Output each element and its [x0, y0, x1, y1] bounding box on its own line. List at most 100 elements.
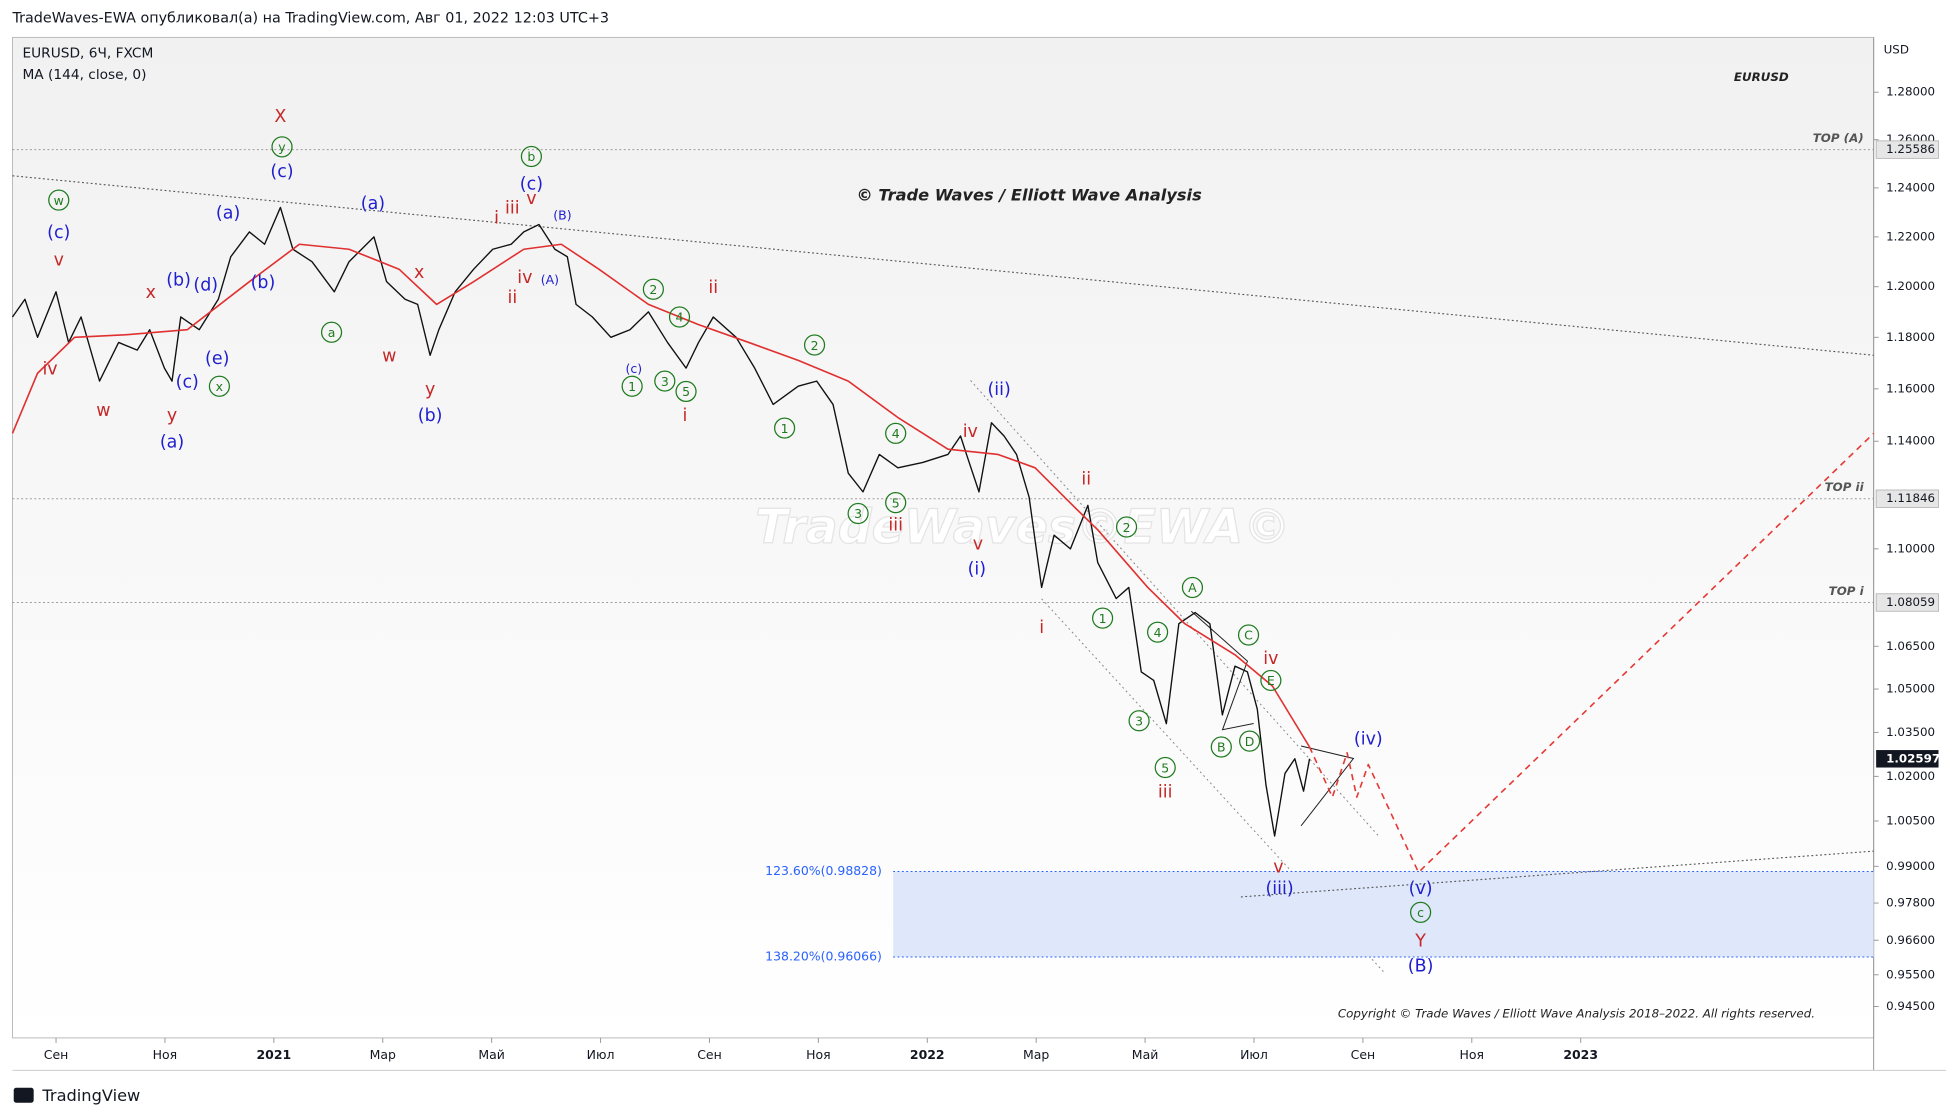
chart-title: © Trade Waves / Elliott Wave Analysis [857, 185, 1203, 204]
wave-circle [654, 370, 676, 392]
x-tick-label: Сен [1351, 1047, 1376, 1062]
wave-label: (b) [418, 406, 443, 426]
wave-label: (e) [205, 349, 229, 369]
wave-label: B [1217, 740, 1226, 755]
wave-circle [1410, 901, 1432, 923]
wave-circle [1128, 710, 1150, 732]
wave-label: y [425, 380, 435, 400]
wave-label: v [54, 250, 64, 270]
fib-zone [893, 871, 1874, 957]
wave-label: x [146, 283, 156, 303]
fib-label: 123.60%(0.98828) [765, 863, 882, 878]
wave-label: 2 [1123, 520, 1131, 535]
channel-line [970, 380, 1379, 837]
wave-label: D [1245, 734, 1255, 749]
wave-label: 4 [1154, 625, 1162, 640]
last-price-label: 1.02597 [1886, 751, 1940, 765]
wave-circle [1181, 576, 1204, 599]
wave-circle [320, 321, 343, 343]
wave-label: (b) [251, 273, 276, 293]
wave-label: (iii) [1265, 879, 1293, 899]
wave-circle [847, 502, 869, 525]
footer: TradingView [41, 1086, 140, 1105]
wave-circle [1092, 607, 1114, 629]
wave-label: ii [708, 278, 718, 298]
wave-label: 3 [854, 506, 862, 521]
level-label: TOP i [1829, 584, 1865, 598]
wave-label: (B) [553, 207, 571, 222]
price-badge-label: 1.11846 [1886, 491, 1935, 505]
wave-circle [1260, 669, 1282, 692]
wave-label: 4 [676, 310, 684, 325]
y-tick-label: 0.97800 [1886, 896, 1935, 910]
wave-label: w [96, 401, 110, 421]
wave-label: (b) [166, 270, 191, 290]
x-tick-label: Мар [370, 1047, 396, 1062]
triangle-pattern [1190, 610, 1254, 731]
x-tick-label: Май [1132, 1047, 1159, 1062]
wave-label: (d) [193, 275, 218, 295]
wave-label: ii [1081, 470, 1091, 490]
watermark: TradeWaves©EWA© [755, 500, 1290, 555]
wave-label: 5 [892, 495, 900, 510]
wave-label: (iv) [1354, 729, 1383, 749]
wave-label: iii [1158, 782, 1173, 802]
y-tick-label: 1.28000 [1886, 85, 1935, 99]
trendline [12, 175, 1874, 356]
wave-circle [621, 375, 643, 397]
wave-label: w [54, 193, 64, 208]
wave-circle [1115, 516, 1138, 538]
wave-label: iv [517, 268, 532, 288]
wave-label: i [494, 208, 499, 228]
price-line [11, 206, 1311, 837]
wave-circle [668, 306, 691, 328]
price-badge [1875, 140, 1939, 159]
x-tick-label: Мар [1023, 1047, 1049, 1062]
y-tick-label: 0.95500 [1886, 967, 1935, 981]
wave-label: y [278, 140, 285, 155]
wave-circle [1146, 621, 1169, 643]
wave-label: iv [42, 359, 57, 379]
wave-label: Y [1414, 932, 1426, 952]
wave-label: A [1188, 580, 1197, 595]
projection-line [1308, 432, 1875, 874]
y-tick-label: 0.96600 [1886, 933, 1935, 947]
x-tick-label: Сен [697, 1047, 722, 1062]
wave-circle [885, 492, 907, 514]
tv-logo [13, 1087, 34, 1103]
price-badge-label: 1.08059 [1886, 595, 1935, 609]
x-tick-label: Ноя [1460, 1047, 1485, 1062]
x-tick-label: Ноя [806, 1047, 831, 1062]
wave-circle [642, 278, 664, 300]
wave-label: 3 [1135, 714, 1143, 729]
x-tick-label: Май [478, 1047, 505, 1062]
wave-label: 1 [781, 421, 789, 436]
indicator: MA (144, close, 0) [22, 67, 146, 83]
wave-circle [1239, 730, 1261, 752]
x-tick-label: 2021 [256, 1047, 291, 1062]
copyright: Copyright © Trade Waves / Elliott Wave A… [1338, 1007, 1815, 1021]
wave-label: 2 [649, 282, 657, 297]
wave-label: 4 [892, 426, 900, 441]
y-tick-label: 1.10000 [1886, 541, 1935, 555]
wave-label: (a) [216, 204, 240, 224]
wave-label: (i) [968, 559, 986, 579]
y-tick-label: 1.00500 [1886, 814, 1935, 828]
level-label: TOP ii [1825, 480, 1865, 494]
wave-circle [1210, 736, 1232, 758]
wave-label: (c) [47, 223, 70, 243]
currency: USD [1884, 42, 1909, 56]
x-tick-label: Сен [44, 1047, 69, 1062]
wave-label: a [328, 325, 336, 340]
wave-circle [803, 334, 826, 356]
wave-label: b [527, 149, 535, 164]
last-price-badge [1876, 750, 1939, 768]
wave-label: (a) [160, 432, 184, 452]
wave-circle [1237, 624, 1260, 646]
wave-label: 5 [1161, 760, 1169, 775]
y-tick-label: 1.06500 [1886, 639, 1935, 653]
wave-label: 2 [811, 338, 819, 353]
y-tick-label: 1.20000 [1886, 279, 1935, 293]
